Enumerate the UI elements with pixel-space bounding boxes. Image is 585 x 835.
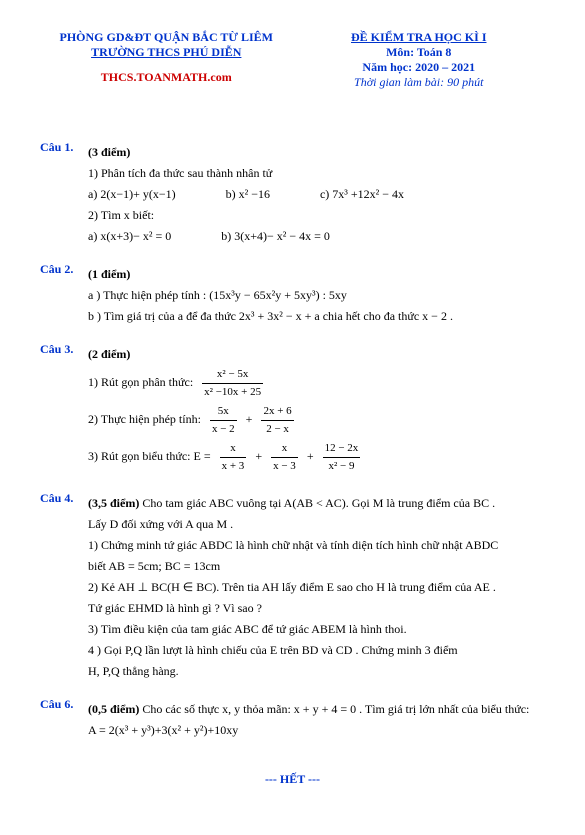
exam-title: ĐỀ KIỂM TRA HỌC KÌ I (293, 30, 546, 45)
dept: PHÒNG GD&ĐT QUẬN BẮC TỪ LIÊM (40, 30, 293, 45)
q1-points: (3 điểm) (88, 143, 545, 161)
q1-parts-2: a) x(x+3)− x² = 0 b) 3(x+4)− x² − 4x = 0 (88, 227, 545, 245)
q3-l2-text: 2) Thực hiện phép tính: (88, 412, 201, 426)
q6-head: (0,5 điểm) Cho các số thực x, y thỏa mãn… (88, 700, 545, 718)
f2anum: 5x (210, 403, 237, 421)
header: PHÒNG GD&ĐT QUẬN BẮC TỪ LIÊM TRƯỜNG THCS… (40, 30, 545, 90)
q3-frac3c: 12 − 2x x² − 9 (323, 440, 361, 474)
q3-l3-text: 3) Rút gọn biểu thức: E = (88, 449, 211, 463)
q3-l1: 1) Rút gọn phân thức: x² − 5x x² −10x + … (88, 366, 545, 400)
question-2: Câu 2. (1 điểm) a ) Thực hiện phép tính … (40, 262, 545, 328)
q4-l5b: H, P,Q thẳng hàng. (88, 662, 545, 680)
q6-label: Câu 6. (40, 697, 88, 742)
q3-frac2b: 2x + 6 2 − x (261, 403, 293, 437)
school: TRƯỜNG THCS PHÚ DIỄN (40, 45, 293, 60)
q1-parts-1: a) 2(x−1)+ y(x−1) b) x² −16 c) 7x³ +12x²… (88, 185, 545, 203)
f3bden: x − 3 (271, 458, 298, 475)
q1-b2: b) 3(x+4)− x² − 4x = 0 (221, 227, 330, 245)
q2-b: b ) Tìm giá trị của a để đa thức 2x³ + 3… (88, 307, 545, 325)
header-right: ĐỀ KIỂM TRA HỌC KÌ I Môn: Toán 8 Năm học… (293, 30, 546, 90)
f1num: x² − 5x (202, 366, 263, 384)
f3aden: x + 3 (220, 458, 247, 475)
plus3: + (307, 449, 314, 463)
q3-frac1: x² − 5x x² −10x + 25 (202, 366, 263, 400)
year: Năm học: 2020 – 2021 (293, 60, 546, 75)
f2bnum: 2x + 6 (261, 403, 293, 421)
q4-l5a: 4 ) Gọi P,Q lần lượt là hình chiếu của E… (88, 641, 545, 659)
q4-label: Câu 4. (40, 491, 88, 683)
q4-l4: 3) Tìm điều kiện của tam giác ABC để tứ … (88, 620, 545, 638)
q6-intro: Cho các số thực x, y thỏa mãn: x + y + 4… (139, 702, 529, 716)
f2bden: 2 − x (261, 421, 293, 438)
q3-frac3a: x x + 3 (220, 440, 247, 474)
f3bnum: x (271, 440, 298, 458)
q3-l2: 2) Thực hiện phép tính: 5x x − 2 + 2x + … (88, 403, 545, 437)
site: THCS.TOANMATH.com (40, 70, 293, 85)
f3cnum: 12 − 2x (323, 440, 361, 458)
header-left: PHÒNG GD&ĐT QUẬN BẮC TỪ LIÊM TRƯỜNG THCS… (40, 30, 293, 90)
q3-points: (2 điểm) (88, 345, 545, 363)
q2-label: Câu 2. (40, 262, 88, 328)
subject: Môn: Toán 8 (293, 45, 546, 60)
q2-points: (1 điểm) (88, 265, 545, 283)
q1-l2: 2) Tìm x biết: (88, 206, 545, 224)
q4-l2a: 1) Chứng minh tứ giác ABDC là hình chữ n… (88, 536, 545, 554)
f1den: x² −10x + 25 (202, 384, 263, 401)
q4-points: (3,5 điểm) (88, 496, 139, 510)
q3-frac2a: 5x x − 2 (210, 403, 237, 437)
plus: + (246, 412, 253, 426)
q2-a: a ) Thực hiện phép tính : (15x³y − 65x²y… (88, 286, 545, 304)
q1-a2: a) x(x+3)− x² = 0 (88, 227, 171, 245)
q1-l1: 1) Phân tích đa thức sau thành nhân tử (88, 164, 545, 182)
q4-intro: Cho tam giác ABC vuông tại A(AB < AC). G… (139, 496, 495, 510)
q6-expr: A = 2(x³ + y³)+3(x² + y²)+10xy (88, 721, 545, 739)
q4-l3: 2) Kẻ AH ⊥ BC(H ∈ BC). Trên tia AH lấy đ… (88, 578, 545, 596)
q4-l2b: biết AB = 5cm; BC = 13cm (88, 557, 545, 575)
q3-l3: 3) Rút gọn biểu thức: E = x x + 3 + x x … (88, 440, 545, 474)
q3-frac3b: x x − 3 (271, 440, 298, 474)
q4-head: (3,5 điểm) Cho tam giác ABC vuông tại A(… (88, 494, 545, 512)
question-3: Câu 3. (2 điểm) 1) Rút gọn phân thức: x²… (40, 342, 545, 477)
q3-label: Câu 3. (40, 342, 88, 477)
question-4: Câu 4. (3,5 điểm) Cho tam giác ABC vuông… (40, 491, 545, 683)
q1-b: b) x² −16 (226, 185, 270, 203)
q1-a: a) 2(x−1)+ y(x−1) (88, 185, 176, 203)
f3anum: x (220, 440, 247, 458)
plus2: + (255, 449, 262, 463)
f2aden: x − 2 (210, 421, 237, 438)
question-1: Câu 1. (3 điểm) 1) Phân tích đa thức sau… (40, 140, 545, 248)
q6-points: (0,5 điểm) (88, 702, 139, 716)
q4-l1: Lấy D đối xứng với A qua M . (88, 515, 545, 533)
q4-l3b: Tứ giác EHMD là hình gì ? Vì sao ? (88, 599, 545, 617)
q3-l1-text: 1) Rút gọn phân thức: (88, 375, 193, 389)
f3cden: x² − 9 (323, 458, 361, 475)
duration: Thời gian làm bài: 90 phút (293, 75, 546, 90)
question-6: Câu 6. (0,5 điểm) Cho các số thực x, y t… (40, 697, 545, 742)
q1-label: Câu 1. (40, 140, 88, 248)
q1-c: c) 7x³ +12x² − 4x (320, 185, 404, 203)
footer: --- HẾT --- (40, 772, 545, 787)
